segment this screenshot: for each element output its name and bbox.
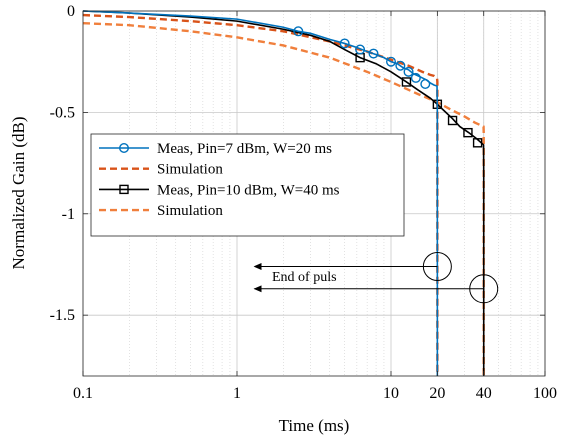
series-point-circle — [293, 26, 304, 37]
legend-box — [90, 133, 405, 237]
series-point-square — [472, 138, 483, 148]
series-point-square — [447, 115, 458, 126]
legend-marker-circle — [118, 142, 129, 153]
series-point-circle — [395, 60, 406, 71]
series-line-2 — [82, 13, 439, 376]
annotation: End of puls — [253, 252, 499, 304]
annotation-circle — [422, 252, 452, 281]
y-axis-label: Normalized Gain (dB) — [9, 117, 28, 270]
series-point-circle — [339, 38, 350, 49]
legend-label: Simulation — [157, 203, 223, 219]
y-tick-label: 0 — [67, 3, 75, 20]
x-tick-label: 20 — [429, 385, 445, 402]
y-tick-label: -1.5 — [50, 307, 75, 324]
x-tick-label: 100 — [533, 385, 557, 402]
x-axis-label: Time (ms) — [279, 416, 350, 435]
series-point-circle — [403, 66, 414, 77]
series-point-circle — [410, 72, 421, 83]
series-point-circle — [368, 48, 379, 59]
y-tick-label: -0.5 — [50, 104, 75, 121]
ticks: 0.1 1 10 20 40 100 0 -0.5 -1 -1.5 — [50, 3, 557, 402]
legend-label: Meas, Pin=7 dBm, W=20 ms — [157, 141, 332, 157]
annotation-circle — [469, 274, 499, 304]
series-point-circle — [420, 78, 431, 89]
x-tick-label: 40 — [476, 385, 492, 402]
legend-marker-square — [119, 184, 129, 195]
series-point-circle — [386, 56, 397, 67]
series-point-square — [401, 77, 412, 87]
legend-label: Meas, Pin=10 dBm, W=40 ms — [157, 182, 340, 198]
series-point-square — [463, 127, 473, 138]
plot-frame — [82, 10, 546, 377]
series-line-4 — [82, 21, 485, 376]
legend: Meas, Pin=7 dBm, W=20 ms Simulation Meas, … — [90, 133, 405, 237]
x-tick-label: 1 — [233, 385, 241, 402]
series-point-circle — [355, 44, 366, 55]
x-tick-label: 0.1 — [73, 385, 93, 402]
annotation-text: End of puls — [272, 270, 337, 285]
x-tick-label: 10 — [383, 385, 399, 402]
y-tick-label: -1 — [62, 206, 75, 223]
legend-label: Simulation — [157, 162, 223, 178]
series-layer — [82, 10, 485, 377]
